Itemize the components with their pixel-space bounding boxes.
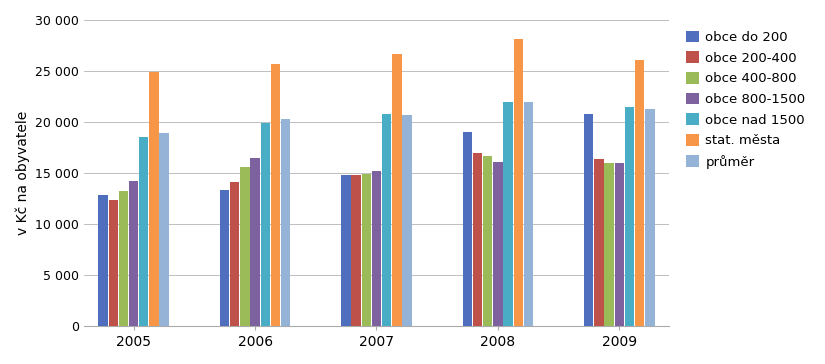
Bar bbox=[372, 171, 381, 326]
Bar bbox=[159, 133, 169, 326]
Bar bbox=[361, 174, 371, 326]
Bar bbox=[615, 163, 624, 326]
Bar bbox=[584, 114, 593, 326]
Bar bbox=[483, 156, 493, 326]
Bar bbox=[463, 132, 472, 326]
Bar bbox=[139, 137, 148, 326]
Bar bbox=[503, 102, 513, 326]
Bar bbox=[149, 72, 158, 326]
Bar bbox=[473, 153, 483, 326]
Bar bbox=[382, 114, 391, 326]
Bar bbox=[493, 162, 502, 326]
Bar bbox=[625, 107, 634, 326]
Bar bbox=[119, 191, 128, 326]
Bar bbox=[250, 158, 260, 326]
Bar bbox=[351, 175, 361, 326]
Bar bbox=[635, 60, 644, 326]
Bar bbox=[98, 195, 108, 326]
Y-axis label: v Kč na obyvatele: v Kč na obyvatele bbox=[15, 111, 30, 235]
Bar bbox=[109, 199, 118, 326]
Bar bbox=[403, 115, 412, 326]
Bar bbox=[524, 102, 533, 326]
Bar bbox=[240, 167, 250, 326]
Bar bbox=[271, 64, 281, 326]
Bar bbox=[514, 39, 523, 326]
Bar bbox=[261, 123, 270, 326]
Bar bbox=[645, 109, 654, 326]
Bar bbox=[280, 119, 290, 326]
Bar bbox=[605, 163, 614, 326]
Bar bbox=[392, 54, 402, 326]
Bar bbox=[129, 181, 139, 326]
Bar bbox=[230, 182, 239, 326]
Bar bbox=[342, 175, 351, 326]
Legend: obce do 200, obce 200-400, obce 400-800, obce 800-1500, obce nad 1500, stat. měs: obce do 200, obce 200-400, obce 400-800,… bbox=[681, 27, 809, 173]
Bar bbox=[594, 159, 604, 326]
Bar bbox=[219, 190, 229, 326]
